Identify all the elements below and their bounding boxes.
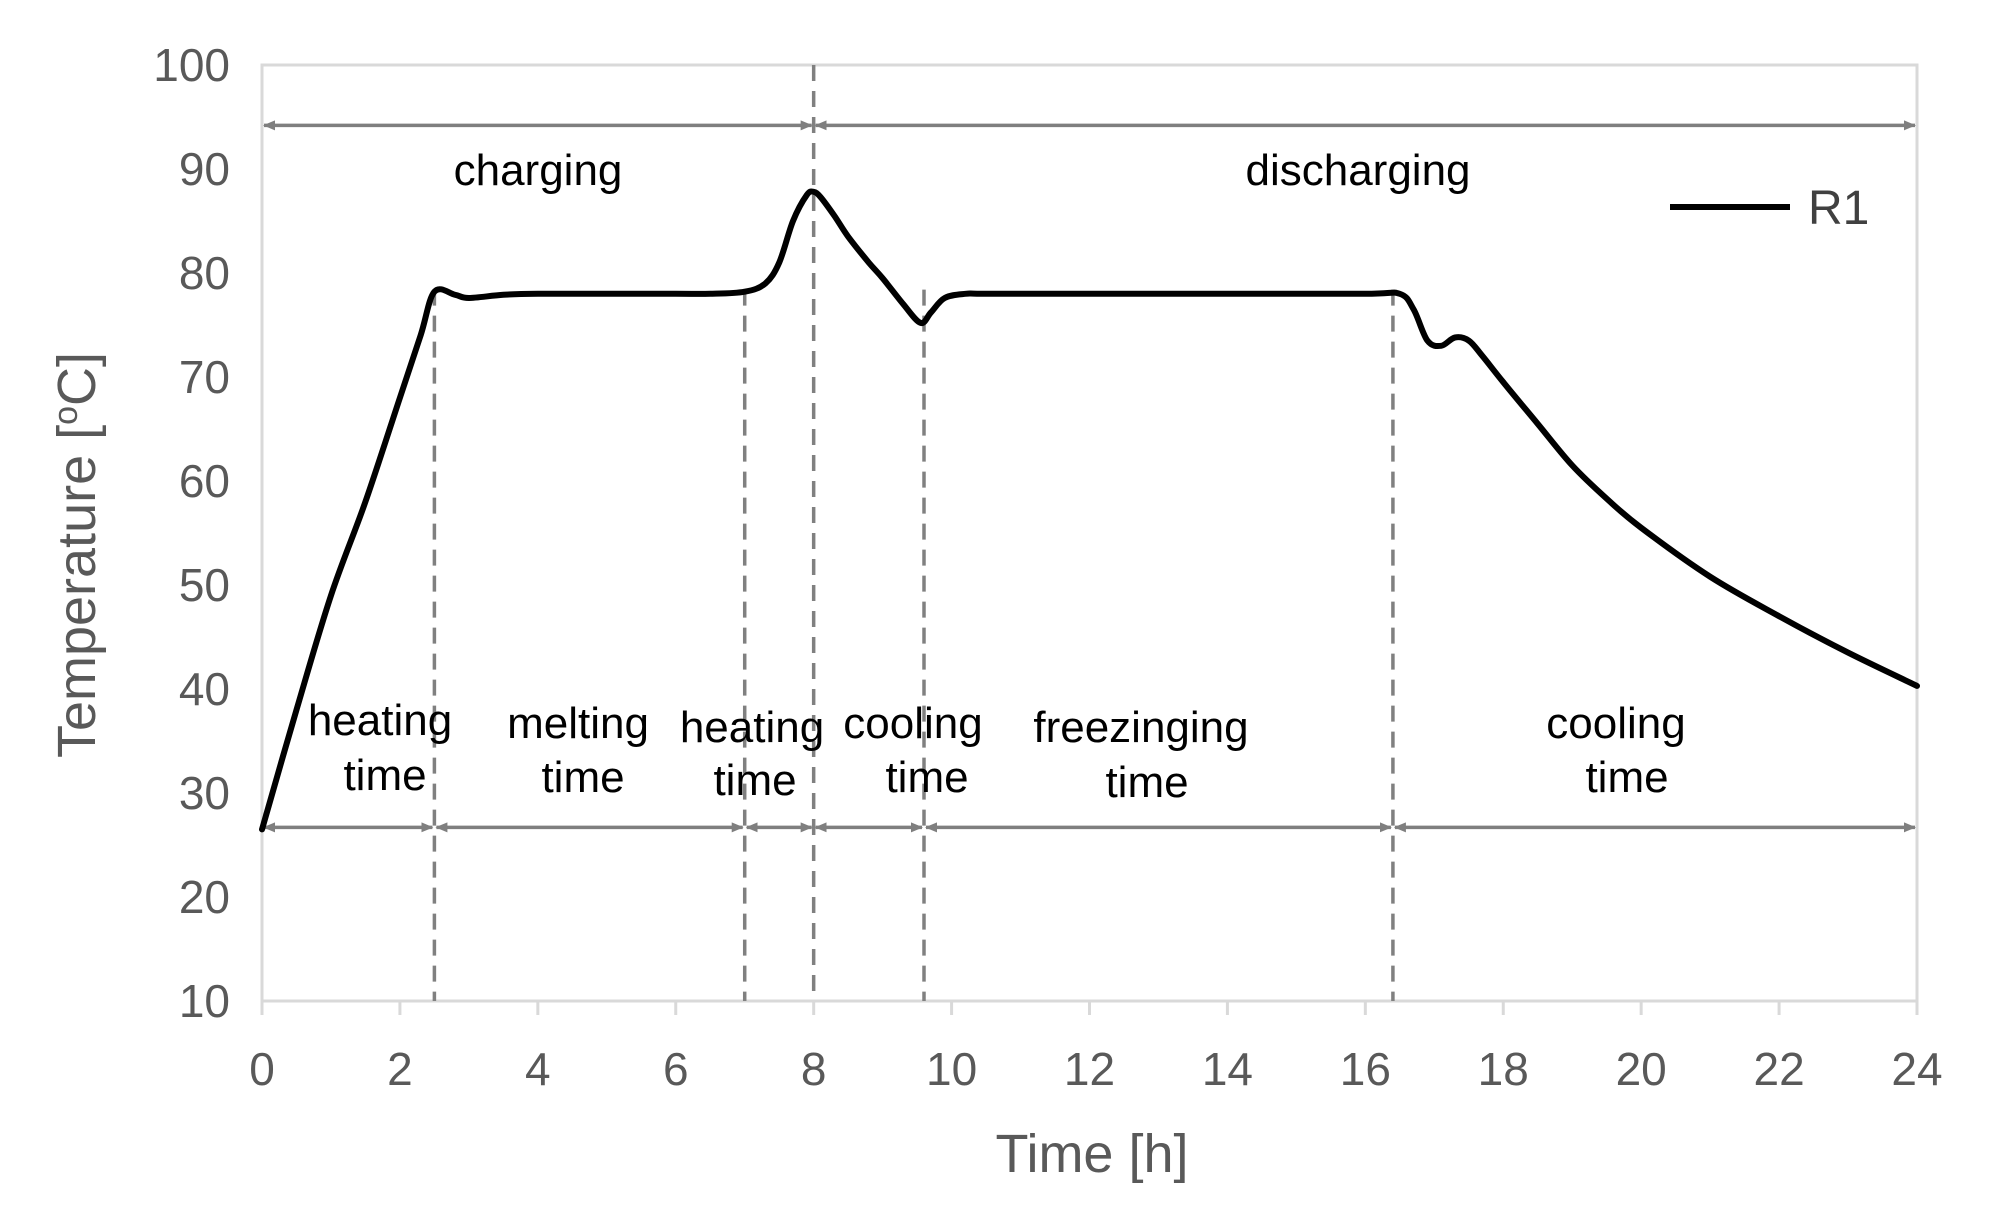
x-tick-label: 12 — [1064, 1043, 1115, 1095]
y-tick-label: 10 — [179, 975, 230, 1027]
y-tick-label: 50 — [179, 559, 230, 611]
phase-label-heating-2-line2: time — [713, 756, 796, 805]
y-tick-label: 70 — [179, 351, 230, 403]
phase-divider-lines — [432, 65, 1395, 1001]
y-tick-label: 40 — [179, 663, 230, 715]
y-axis-title-sup: o — [47, 406, 85, 425]
x-tick-label: 8 — [801, 1043, 827, 1095]
x-tick-label: 4 — [525, 1043, 551, 1095]
phase-label-heating-2-line1: heating — [680, 703, 824, 752]
x-tick-label: 22 — [1753, 1043, 1804, 1095]
x-tick-label: 2 — [387, 1043, 413, 1095]
y-tick-label: 100 — [153, 39, 230, 91]
legend: R1 — [1670, 182, 1869, 235]
phase-label-cooling-2-line2: time — [1585, 753, 1668, 802]
discharging-label: discharging — [1245, 146, 1470, 195]
y-axis-title-base: Temperature [ — [47, 425, 107, 758]
y-tick-label: 90 — [179, 143, 230, 195]
legend-label-r1: R1 — [1808, 182, 1869, 235]
phase-label-cooling-2-line1: cooling — [1546, 699, 1685, 748]
phase-label-cooling-1-line2: time — [885, 753, 968, 802]
x-axis-ticks: 0 2 4 6 8 10 12 14 16 18 20 22 24 — [249, 1001, 1943, 1095]
x-tick-label: 24 — [1891, 1043, 1942, 1095]
phase-label-melting-line2: time — [541, 753, 624, 802]
series-line-r1 — [259, 188, 1920, 833]
x-tick-label: 18 — [1478, 1043, 1529, 1095]
x-tick-label: 10 — [926, 1043, 977, 1095]
charging-label: charging — [454, 146, 623, 195]
y-tick-label: 20 — [179, 871, 230, 923]
y-axis-ticks: 10 20 30 40 50 60 70 80 90 100 — [153, 39, 230, 1027]
x-tick-label: 16 — [1340, 1043, 1391, 1095]
phase-label-heating-1-line1: heating — [308, 696, 452, 745]
x-tick-label: 0 — [249, 1043, 275, 1095]
phase-label-melting-line1: melting — [507, 699, 649, 748]
y-tick-label: 30 — [179, 767, 230, 819]
x-tick-label: 6 — [663, 1043, 689, 1095]
phase-label-cooling-1-line1: cooling — [843, 699, 982, 748]
y-axis-title-tail: C] — [47, 352, 107, 406]
phase-label-freezing-line2: time — [1105, 758, 1188, 807]
phase-label-freezing-line1: freezinging — [1033, 703, 1248, 752]
y-tick-label: 60 — [179, 455, 230, 507]
y-axis-title: Temperature [oC] — [47, 352, 107, 758]
phase-label-heating-1-line2: time — [343, 751, 426, 800]
x-axis-title: Time [h] — [995, 1124, 1188, 1184]
plot-area — [260, 63, 1919, 1003]
x-tick-label: 20 — [1616, 1043, 1667, 1095]
x-tick-label: 14 — [1202, 1043, 1253, 1095]
y-tick-label: 80 — [179, 247, 230, 299]
